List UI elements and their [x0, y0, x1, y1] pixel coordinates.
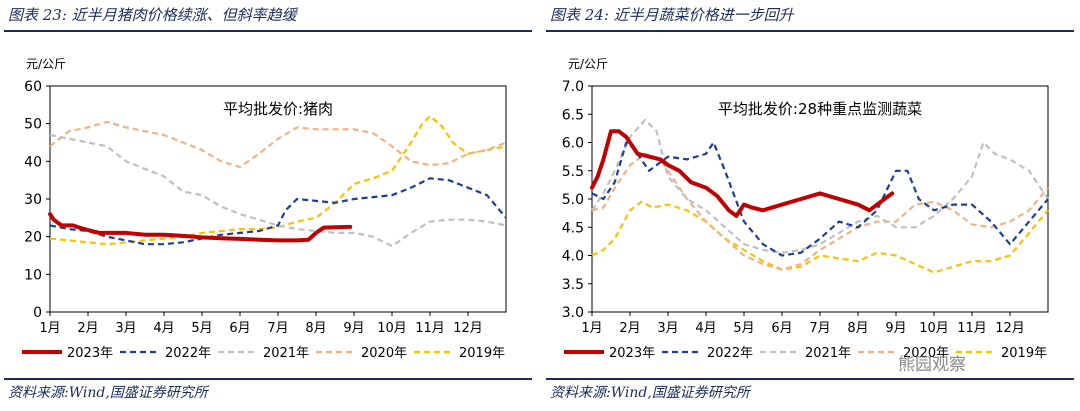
y-tick-label: 5.0	[562, 192, 584, 208]
x-tick-label: 11月	[415, 321, 445, 336]
y-tick-label: 6.5	[562, 107, 584, 123]
y-tick-label: 7.0	[562, 79, 584, 95]
vegetable-price-chart: 元/公斤 3.0 3.5 4.0 4.5 5.0 5.5 6.0 6.5 7.0 1月 2月 3月 4月 5…	[562, 57, 1049, 361]
y-tick-label: 10	[24, 267, 42, 283]
y-tick-label: 3.0	[562, 305, 584, 321]
legend-label: 2020年	[361, 346, 407, 361]
x-tick-label: 5月	[733, 321, 754, 336]
left-figure-panel: 图表 23: 近半月猪肉价格续涨、但斜率趋缓 元/公斤 0 10 20 30 40 50 60…	[4, 0, 532, 411]
y-tick-label: 3.5	[562, 277, 584, 293]
title-divider	[4, 30, 532, 32]
source-divider	[546, 378, 1074, 380]
series-line-2021	[49, 133, 507, 248]
x-tick-label: 1月	[39, 321, 60, 336]
x-tick-label: 9月	[343, 321, 364, 336]
source-note: 资料来源:Wind,国盛证券研究所	[8, 385, 208, 401]
right-figure-panel: 图表 24: 近半月蔬菜价格进一步回升 元/公斤 3.0 3.5 4.0 4.5 5.0 5…	[546, 0, 1074, 411]
x-tick-label: 7月	[267, 321, 288, 336]
x-tick-label: 10月	[919, 321, 949, 336]
x-tick-label: 4月	[695, 321, 716, 336]
watermark: 熊园观察	[898, 355, 966, 375]
legend-label: 2019年	[459, 346, 505, 361]
source-divider	[4, 378, 532, 380]
x-tick-label: 6月	[229, 321, 250, 336]
plot-frame	[591, 85, 1049, 313]
plot-frame	[49, 85, 507, 313]
x-tick-label: 12月	[995, 321, 1025, 336]
y-tick-label: 50	[24, 117, 42, 133]
legend-label: 2022年	[707, 346, 753, 361]
x-tick-label: 1月	[581, 321, 602, 336]
legend-label: 2020年	[903, 346, 949, 361]
pork-price-chart: 元/公斤 0 10 20 30 40 50 60 1月 2月 3月 4月 5月 6月 7月 8月 9月 10月 11…	[22, 57, 507, 361]
legend-label: 2021年	[263, 346, 309, 361]
x-tick-label: 2月	[77, 321, 98, 336]
x-tick-label: 2月	[619, 321, 640, 336]
x-tick-label: 12月	[453, 321, 483, 336]
source-note: 资料来源:Wind,国盛证券研究所	[550, 385, 750, 401]
x-tick-label: 7月	[809, 321, 830, 336]
legend-label: 2019年	[1001, 346, 1047, 361]
series-line-2019	[591, 200, 1049, 274]
x-tick-label: 5月	[191, 321, 212, 336]
y-axis-unit: 元/公斤	[568, 57, 608, 71]
series-line-2022	[591, 141, 1049, 257]
x-tick-label: 3月	[115, 321, 136, 336]
series-line-2022	[49, 177, 507, 246]
legend-label: 2023年	[609, 346, 655, 361]
legend-label: 2021年	[805, 346, 851, 361]
figure-title: 图表 24: 近半月蔬菜价格进一步回升	[550, 6, 794, 24]
series-line-2023	[590, 129, 895, 218]
chart-inner-title: 平均批发价:28种重点监测蔬菜	[718, 100, 922, 118]
series-line-2021	[591, 118, 1049, 254]
series-line-2020	[49, 120, 507, 169]
y-tick-label: 0	[33, 305, 42, 321]
legend-label: 2022年	[165, 346, 211, 361]
y-tick-label: 4.0	[562, 249, 584, 265]
series-line-2020	[591, 152, 1049, 271]
x-tick-label: 10月	[377, 321, 407, 336]
title-divider	[546, 30, 1074, 32]
y-axis-unit: 元/公斤	[26, 57, 66, 71]
figure-title: 图表 23: 近半月猪肉价格续涨、但斜率趋缓	[8, 6, 297, 24]
chart-inner-title: 平均批发价:猪肉	[223, 100, 333, 118]
y-tick-label: 60	[24, 79, 42, 95]
x-tick-label: 3月	[657, 321, 678, 336]
y-tick-label: 4.5	[562, 220, 584, 236]
y-tick-label: 30	[24, 192, 42, 208]
x-tick-label: 11月	[957, 321, 987, 336]
x-tick-label: 8月	[847, 321, 868, 336]
x-tick-label: 9月	[885, 321, 906, 336]
legend-label: 2023年	[67, 346, 113, 361]
y-tick-label: 5.5	[562, 164, 584, 180]
y-tick-label: 40	[24, 154, 42, 170]
y-tick-label: 20	[24, 230, 42, 246]
x-tick-label: 4月	[153, 321, 174, 336]
series-line-2023	[48, 212, 353, 243]
y-tick-label: 6.0	[562, 136, 584, 152]
x-tick-label: 6月	[771, 321, 792, 336]
x-tick-label: 8月	[305, 321, 326, 336]
